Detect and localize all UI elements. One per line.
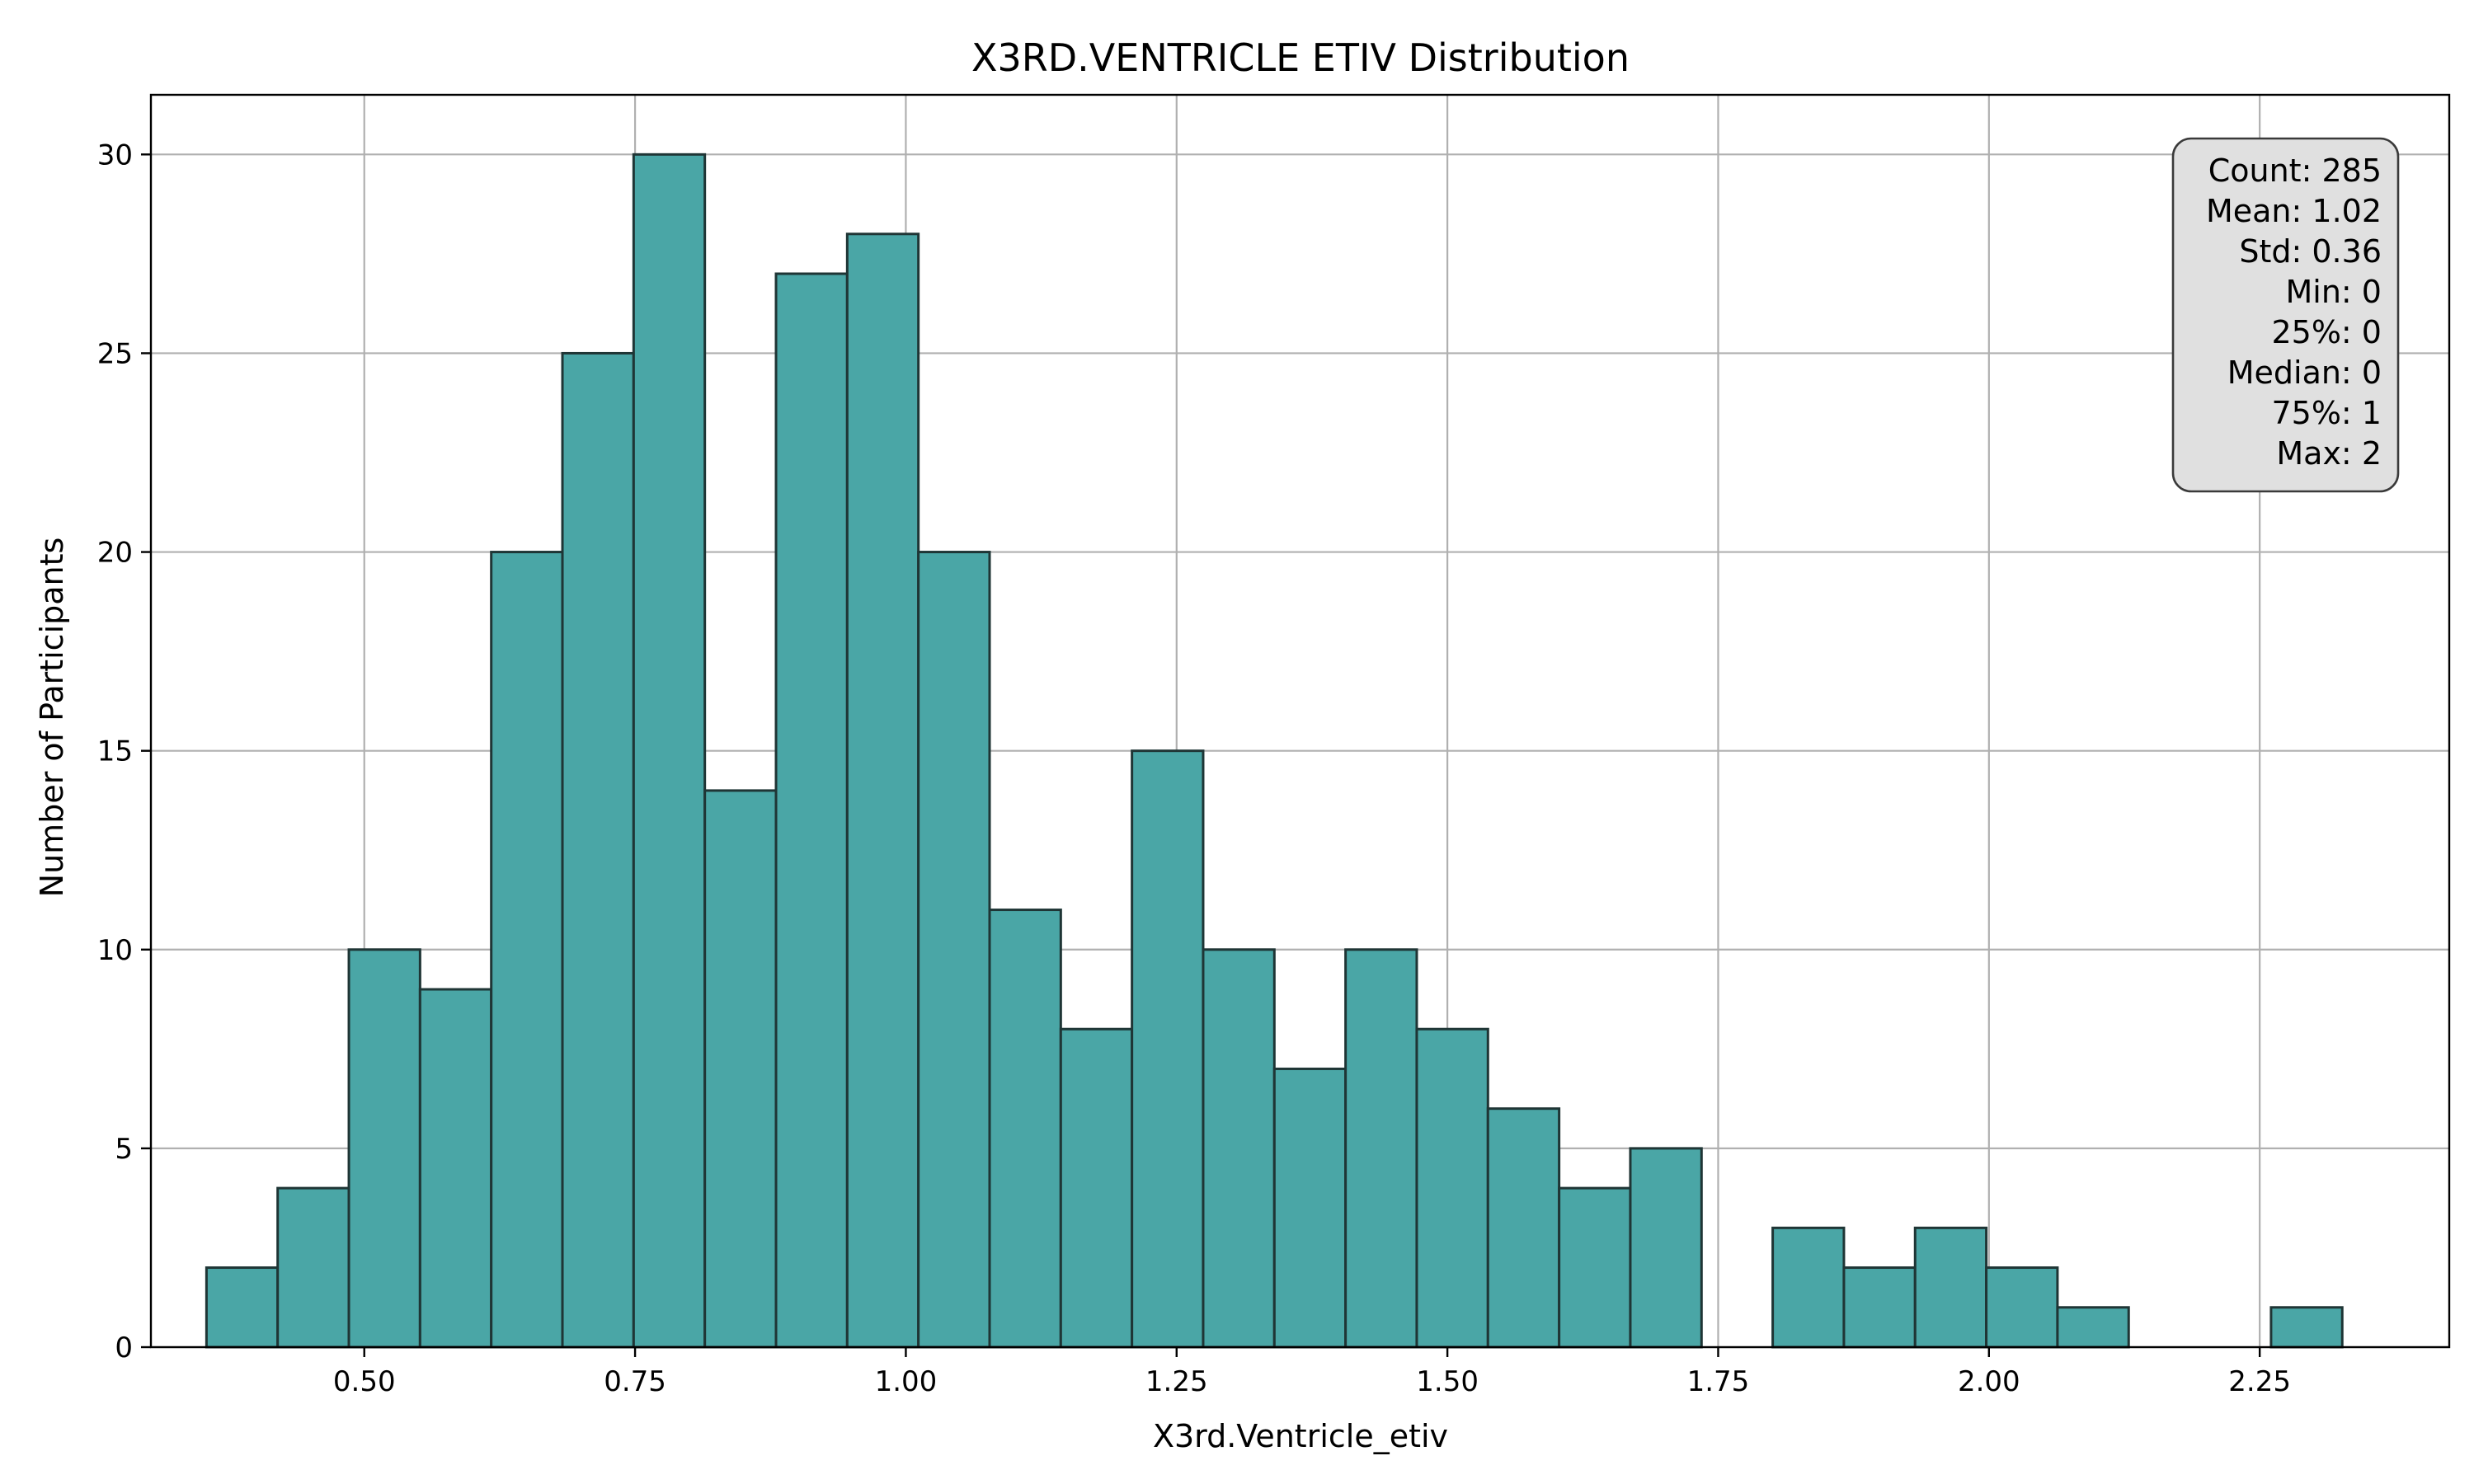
x-tick-label: 1.25 [1145,1365,1208,1398]
y-tick-label: 15 [97,735,133,768]
histogram-bar [774,272,849,1349]
histogram-bar [2056,1306,2130,1349]
histogram-bar [845,232,920,1349]
histogram-bars [205,153,2344,1349]
histogram-bar [1131,749,1205,1349]
x-tick-label: 1.00 [875,1365,938,1398]
stats-line: Mean: 1.02 [2206,193,2382,229]
histogram-bar [1415,1027,1489,1349]
y-tick-label: 20 [97,537,133,570]
x-tick-label: 1.75 [1687,1365,1750,1398]
axis-ticks: 0.50 0.75 1.00 1.25 1.50 1.75 2.00 2.25 0 5 10 15 20… [97,139,2291,1398]
histogram-bar [632,153,707,1349]
y-axis-label: Number of Participants [34,538,70,898]
histogram-bar [490,551,564,1349]
histogram-bar [1344,948,1418,1349]
histogram-bar [703,789,778,1349]
x-tick-label: 2.25 [2228,1365,2291,1398]
histogram-bar [1913,1226,1988,1349]
y-tick-label: 10 [97,934,133,967]
y-tick-label: 5 [115,1133,133,1166]
plot-frame [149,93,2451,1349]
histogram-bar [2269,1306,2344,1349]
histogram-bar [276,1186,350,1349]
stats-box: Count: 285 Mean: 1.02 Std: 0.36 Min: 0 25%: … [2171,137,2400,493]
histogram-bar [1059,1027,1134,1349]
y-tick-label: 0 [115,1331,133,1364]
x-tick-label: 0.50 [333,1365,396,1398]
stats-line: Median: 0 [2227,355,2382,391]
histogram-bar [561,351,635,1349]
x-axis-label: X3rd.Ventricle_etiv [1153,1418,1448,1454]
stats-box-background [2171,137,2400,493]
stats-line: Std: 0.36 [2239,233,2382,270]
histogram-bar [418,988,493,1349]
chart-title: X3RD.VENTRICLE ETIV Distribution [971,35,1630,80]
x-tick-label: 2.00 [1958,1365,2020,1398]
y-tick-label: 30 [97,139,133,171]
stats-line: 25%: 0 [2271,314,2382,350]
x-tick-label: 0.75 [604,1365,666,1398]
histogram-bar [1202,948,1276,1349]
histogram-bar [1771,1226,1846,1349]
histogram-bar [1272,1067,1348,1349]
histogram-bar [1985,1266,2059,1349]
histogram-bar [917,551,991,1349]
y-tick-label: 25 [97,337,133,370]
stats-line: Max: 2 [2276,435,2382,472]
x-tick-label: 1.50 [1416,1365,1479,1398]
histogram-bar [1629,1147,1703,1349]
stats-line: Count: 285 [2208,153,2382,189]
histogram-bar [988,909,1062,1349]
histogram-bar [347,948,421,1349]
stats-line: 75%: 1 [2271,395,2382,431]
stats-line: Min: 0 [2286,274,2382,310]
histogram-bar [1486,1107,1561,1349]
histogram-bar [205,1266,280,1349]
histogram-bar [1558,1186,1632,1349]
histogram-bar [1842,1266,1917,1349]
